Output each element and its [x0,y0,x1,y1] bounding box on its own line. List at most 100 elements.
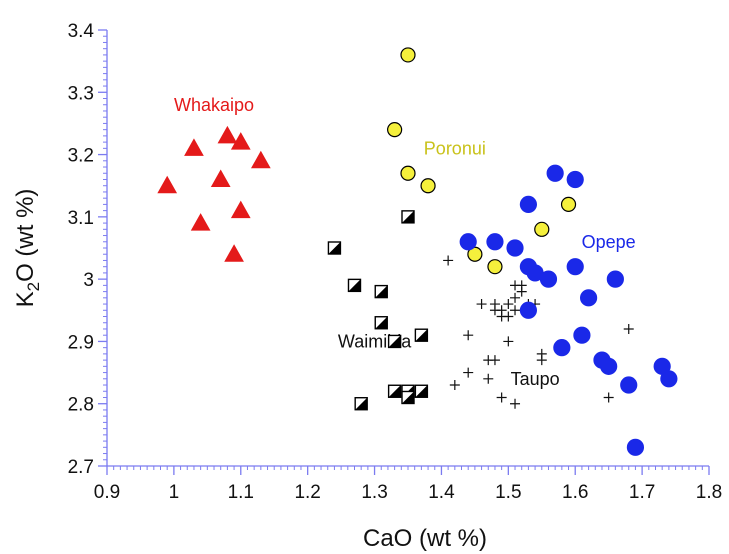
y-tick-label: 3 [83,270,94,291]
point-poronui [387,122,403,138]
point-opepe [506,239,524,257]
point-poronui [400,47,416,63]
point-whakaipo [224,244,244,262]
x-tick-label: 0.9 [94,482,120,503]
point-opepe [566,258,584,276]
point-taupo [489,305,500,316]
point-taupo [536,355,547,366]
point-waimihia [374,316,388,330]
x-tick-label: 1.6 [562,482,588,503]
group-label-opepe: Opepe [582,232,636,252]
point-waimihia [401,390,415,405]
marker-fill [375,285,388,298]
point-opepe [626,438,645,456]
point-whakaipo [230,200,251,219]
y-tick-label: 3.1 [68,208,94,229]
point-waimihia [327,241,342,255]
marker-fill [415,329,428,342]
series-whakaipo [157,125,271,262]
point-opepe [600,357,618,375]
point-poronui [534,221,550,237]
point-whakaipo [250,150,271,169]
point-taupo [463,367,474,378]
point-waimihia [354,397,368,411]
point-waimihia [414,328,429,342]
point-whakaipo [217,125,238,144]
point-taupo [623,323,634,334]
y-tick-label: 2.9 [68,332,94,353]
point-poronui [420,178,436,194]
x-tick-label: 1.2 [294,482,320,503]
y-tick-label: 2.7 [68,457,94,478]
series-waimihia [327,210,429,411]
marker-fill [355,397,368,410]
point-opepe [546,164,564,182]
x-tick-label: 1.5 [495,482,521,503]
point-opepe [459,233,477,251]
point-opepe [553,339,571,357]
point-opepe [620,376,638,394]
point-opepe [519,195,538,213]
y-tick-label: 2.8 [68,395,94,416]
point-whakaipo [157,175,178,194]
point-taupo [510,292,521,303]
marker-fill [415,385,428,398]
y-axis-title-rest: O (wt %) [12,189,39,282]
group-label-taupo: Taupo [511,369,560,389]
marker-fill [402,210,414,223]
point-waimihia [387,334,402,349]
axes: 0.9 1 1.1 1.2 1.3 1.4 1.5 1.6 1.7 1.8 2.7 2.8 2.9 3 3.… [68,21,723,503]
point-poronui [467,246,483,262]
point-opepe [519,301,538,319]
point-waimihia [401,210,415,224]
point-waimihia [387,384,402,398]
point-taupo [463,330,474,341]
x-tick-label: 1.3 [361,482,387,503]
point-taupo [503,311,514,322]
y-axis-title: K2O (wt %) [12,189,43,308]
point-opepe [486,233,504,251]
point-taupo [483,373,494,384]
point-whakaipo [230,132,251,150]
point-taupo [503,336,514,347]
y-axis-title-sub: 2 [24,282,43,291]
point-taupo [443,255,454,266]
marker-fill [388,335,401,348]
marker-fill [402,391,414,404]
group-label-poronui: Poronui [424,139,486,159]
point-opepe [566,170,584,189]
data-points [157,47,678,456]
point-taupo [449,380,460,391]
point-opepe [539,270,558,288]
group-label-whakaipo: Whakaipo [174,95,254,115]
x-tick-label: 1 [169,482,180,503]
series-taupo [443,255,634,409]
marker-fill [328,242,341,254]
point-whakaipo [184,138,204,156]
point-opepe [579,289,598,307]
x-tick-label: 1.1 [228,482,254,503]
y-tick-label: 3.3 [68,83,94,104]
point-opepe [660,370,678,388]
point-whakaipo [190,213,211,231]
point-opepe [573,326,591,344]
point-waimihia [347,278,362,293]
point-taupo [489,355,500,366]
marker-fill [375,316,388,329]
point-waimihia [414,384,429,398]
point-poronui [487,259,503,275]
marker-fill [388,385,401,398]
y-tick-label: 3.4 [68,21,95,42]
point-waimihia [374,284,388,299]
point-taupo [510,305,521,316]
point-poronui [560,196,577,212]
point-taupo [496,392,507,403]
point-poronui [400,165,416,181]
x-tick-label: 1.7 [629,482,655,503]
point-taupo [603,392,614,403]
point-taupo [476,299,487,310]
point-taupo [510,398,521,409]
point-opepe [606,270,624,288]
